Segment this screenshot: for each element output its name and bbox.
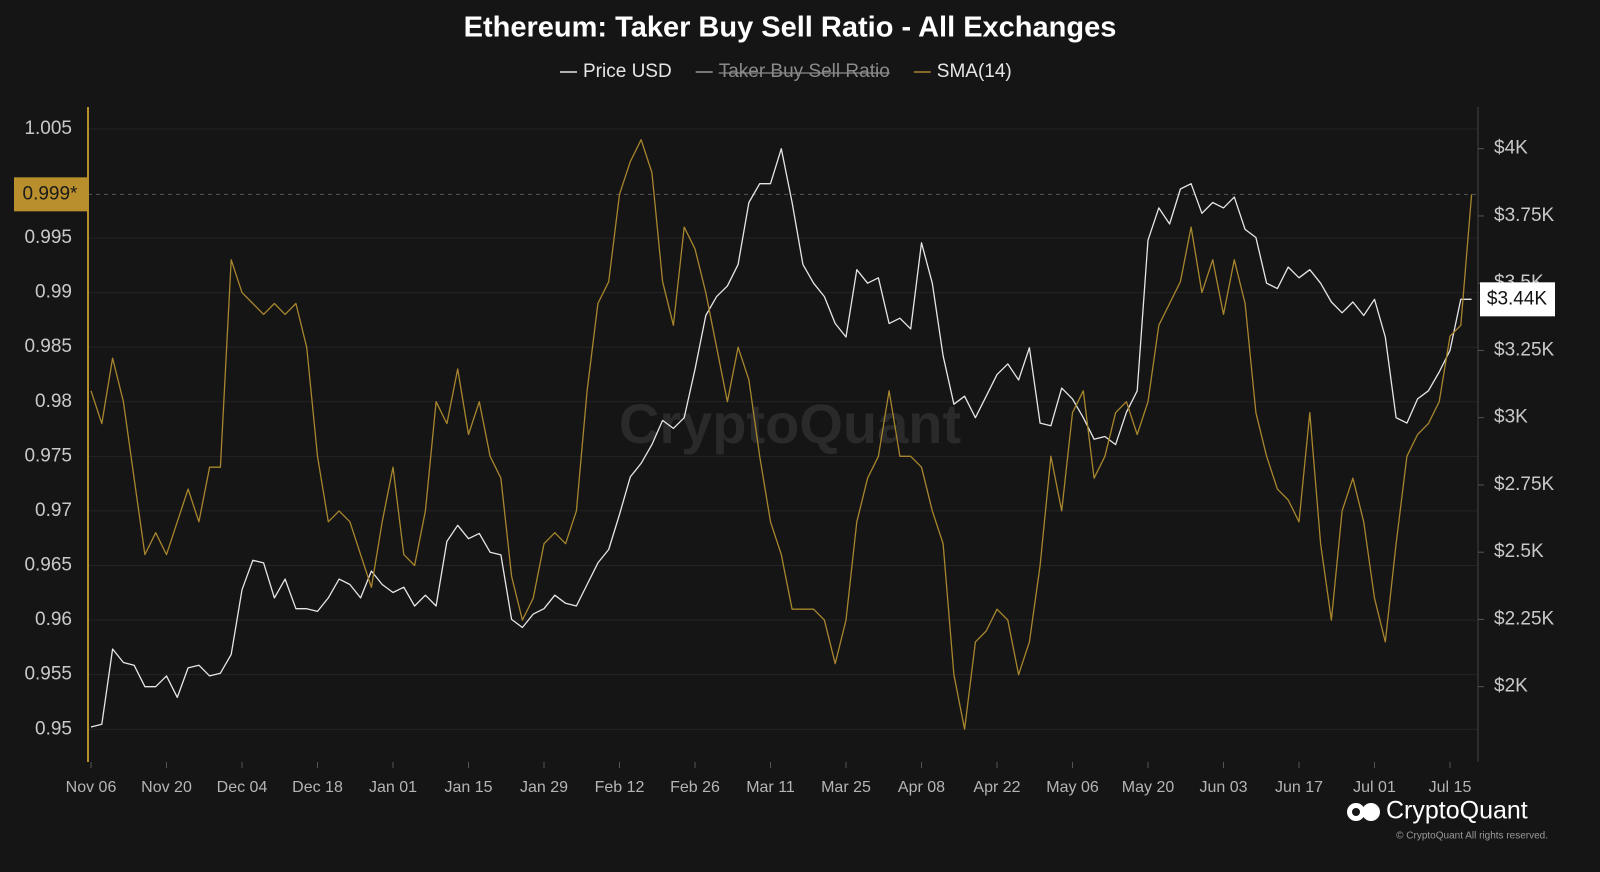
x-tick-label: Jul 01	[1353, 779, 1396, 796]
x-tick-label: Feb 26	[670, 779, 720, 796]
legend-label: Taker Buy Sell Ratio	[719, 61, 890, 82]
axes: 0.95 0.955 0.96 0.965 0.97 0.975 0.98 0.985 0.99…	[14, 118, 1555, 796]
x-tick-label: Nov 20	[141, 779, 192, 796]
y-tick-label: 0.99	[35, 282, 72, 303]
x-tick-label: Mar 25	[821, 779, 871, 796]
y-tick-label: 0.995	[24, 227, 72, 248]
x-tick-label: Jan 01	[369, 779, 417, 796]
y2-marker-tag	[1480, 282, 1555, 317]
logo-icon	[1352, 808, 1360, 816]
y2-tick-label: $2.25K	[1494, 608, 1555, 629]
brand-logo	[1347, 803, 1380, 821]
y2-tick-label: $3.75K	[1494, 205, 1555, 226]
legend: Price USD Taker Buy Sell Ratio SMA(14)	[560, 61, 1012, 82]
x-tick-label: Jan 29	[520, 779, 568, 796]
y-tick-label: 0.98	[35, 391, 72, 412]
x-tick-label: Jun 17	[1275, 779, 1323, 796]
grid	[88, 128, 1478, 730]
y-tick-label: 0.95	[35, 718, 72, 739]
y-marker-label: 0.999*	[23, 183, 79, 204]
x-tick-label: Nov 06	[66, 779, 117, 796]
x-tick-label: Mar 11	[746, 779, 795, 796]
x-tick-label: Feb 12	[595, 779, 645, 796]
series-line	[90, 139, 1473, 730]
y2-tick-label: $3K	[1494, 407, 1528, 428]
x-tick-label: Dec 04	[217, 779, 268, 796]
x-tick-label: May 06	[1046, 779, 1099, 796]
y2-tick-label: $2K	[1494, 676, 1528, 697]
series-line	[90, 148, 1472, 728]
x-tick-label: Apr 22	[973, 779, 1020, 796]
y2-marker-label: $3.44K	[1487, 288, 1548, 309]
y2-tick-label: $3.25K	[1494, 339, 1555, 360]
watermark: CryptoQuant	[619, 392, 961, 455]
y2-tick-label: $4K	[1494, 138, 1528, 159]
plot	[90, 139, 1473, 730]
x-tick-label: May 20	[1122, 779, 1175, 796]
legend-label: SMA(14)	[937, 61, 1012, 82]
x-tick-label: Jan 15	[444, 779, 492, 796]
y2-tick-label: $2.75K	[1494, 474, 1555, 495]
brand: CryptoQuant	[1386, 797, 1528, 825]
logo-icon	[1362, 803, 1380, 821]
y-tick-label: 0.96	[35, 609, 72, 630]
y2-tick-label: $2.5K	[1494, 541, 1544, 562]
x-tick-label: Jun 03	[1199, 779, 1247, 796]
x-tick-label: Apr 08	[898, 779, 945, 796]
y-tick-label: 1.005	[24, 118, 72, 139]
x-tick-label: Dec 18	[292, 779, 343, 796]
y-tick-label: 0.965	[24, 555, 72, 576]
chart-title: Ethereum: Taker Buy Sell Ratio - All Exc…	[464, 12, 1117, 44]
y-tick-label: 0.985	[24, 336, 72, 357]
y-marker-tag	[14, 177, 87, 212]
y-tick-label: 0.975	[24, 445, 72, 466]
y-tick-label: 0.955	[24, 664, 72, 685]
x-tick-label: Jul 15	[1429, 779, 1472, 796]
legend-label: Price USD	[583, 61, 672, 82]
copyright: © CryptoQuant All rights reserved.	[1396, 831, 1548, 842]
y-tick-label: 0.97	[35, 500, 72, 521]
